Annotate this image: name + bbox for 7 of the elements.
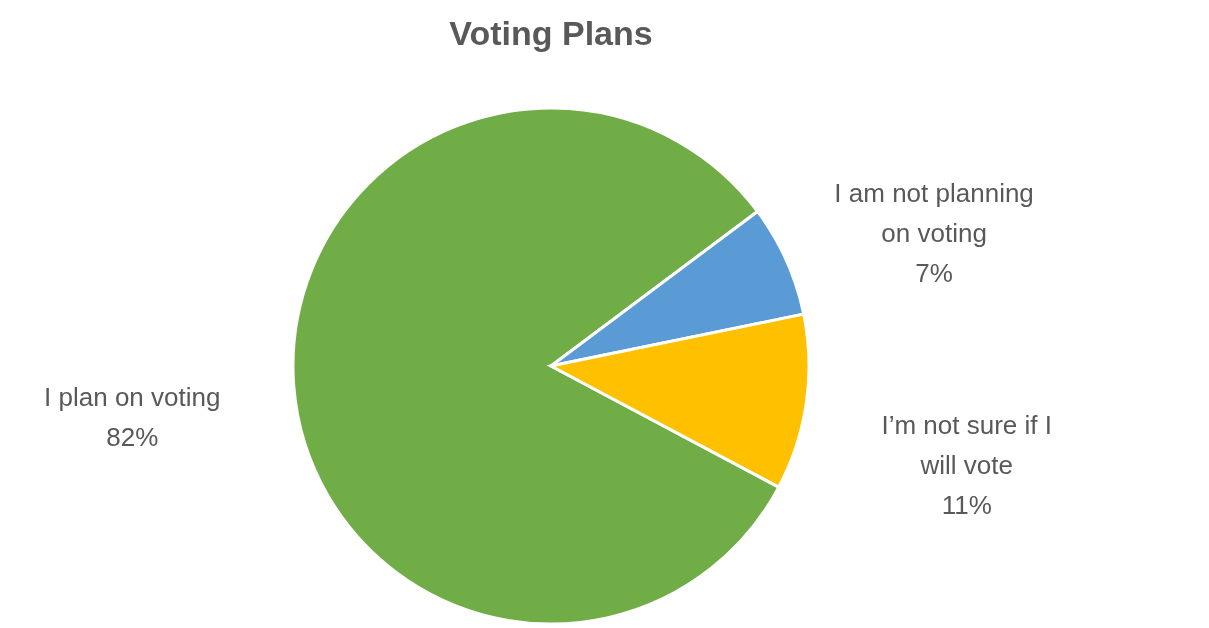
slice-label: I am not planning on voting	[834, 177, 1034, 248]
data-label: 82%	[106, 422, 159, 453]
slice-label: I plan on voting	[44, 382, 221, 413]
data-label: 11%	[941, 489, 992, 520]
data-label: 7%	[915, 257, 953, 288]
slice-label: I’m not sure if I will vote	[881, 409, 1052, 480]
chart-title: Voting Plans	[449, 14, 653, 52]
